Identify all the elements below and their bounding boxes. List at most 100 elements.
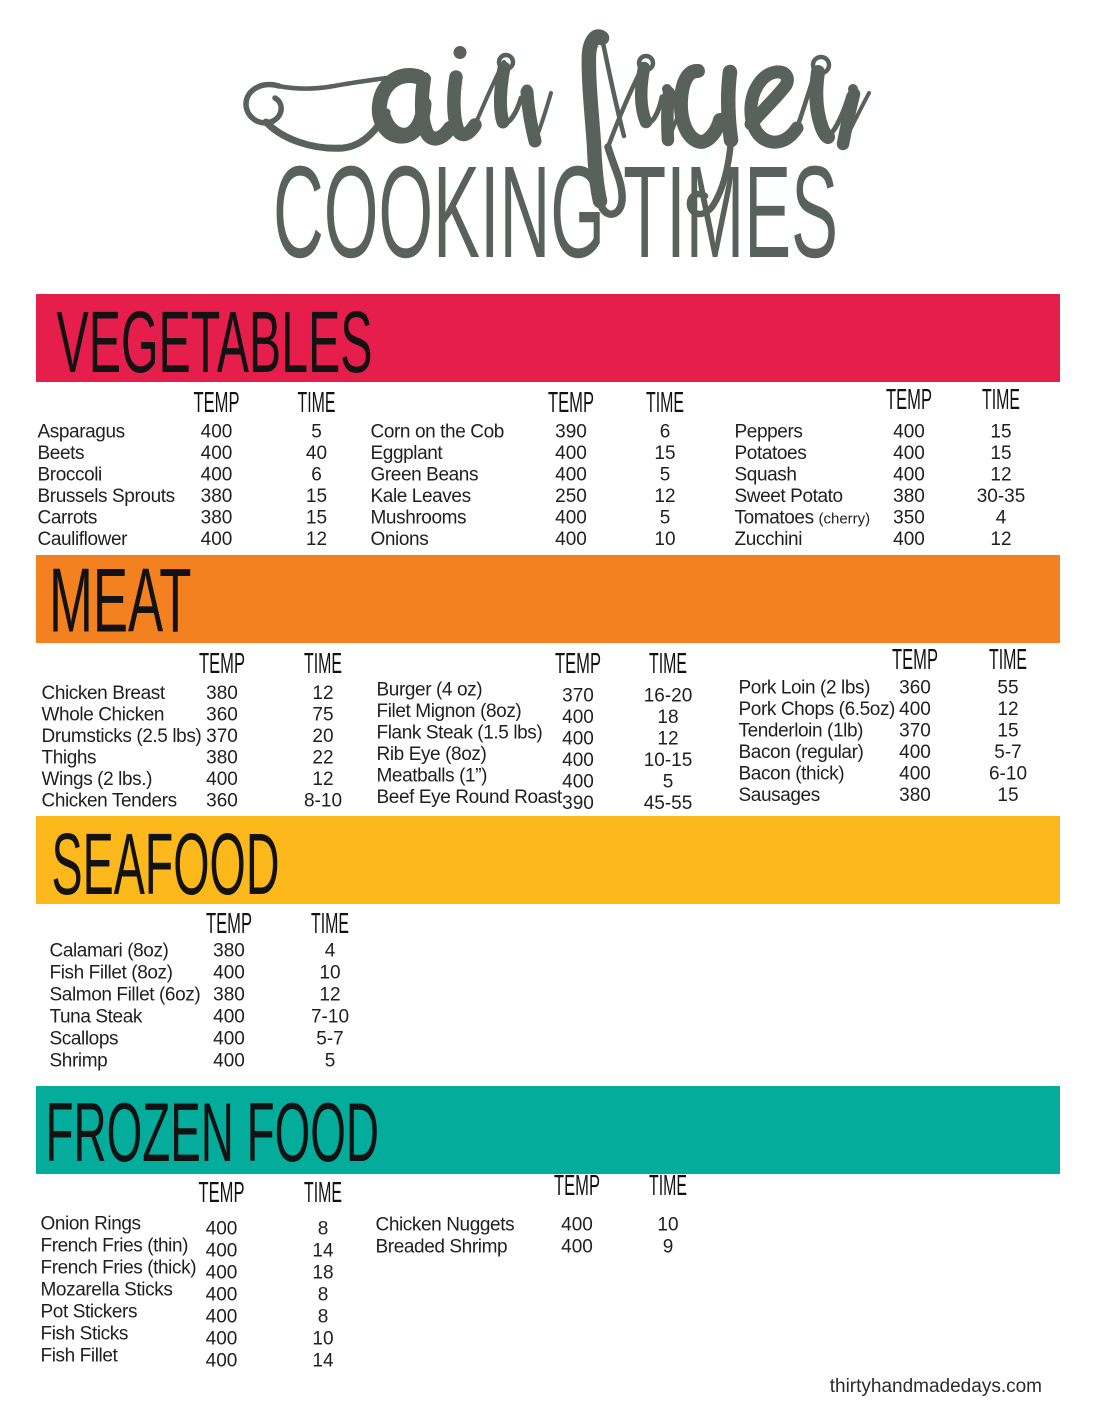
svg-text:14: 14: [312, 1351, 334, 1372]
svg-text:Whole Chicken: Whole Chicken: [42, 705, 165, 726]
svg-text:380: 380: [201, 508, 233, 529]
svg-text:400: 400: [555, 443, 587, 464]
svg-text:12: 12: [312, 683, 333, 704]
svg-text:350: 350: [893, 508, 925, 529]
svg-text:Peppers: Peppers: [735, 422, 803, 443]
svg-text:75: 75: [312, 705, 333, 726]
svg-text:TEMP: TEMP: [199, 648, 245, 680]
svg-text:Bacon (thick): Bacon (thick): [739, 764, 845, 785]
svg-text:380: 380: [893, 486, 925, 507]
svg-text:Pork Chops (6.5oz): Pork Chops (6.5oz): [739, 699, 896, 720]
svg-text:TEMP: TEMP: [199, 1177, 245, 1209]
svg-text:TEMP: TEMP: [892, 644, 938, 676]
svg-text:Onion Rings: Onion Rings: [41, 1214, 141, 1235]
svg-text:5: 5: [311, 422, 322, 443]
svg-text:400: 400: [562, 729, 594, 750]
svg-text:400: 400: [206, 1351, 238, 1372]
svg-text:Mushrooms: Mushrooms: [371, 508, 467, 529]
svg-text:18: 18: [312, 1263, 333, 1284]
svg-text:Salmon Fillet (6oz): Salmon Fillet (6oz): [50, 985, 201, 1006]
svg-text:400: 400: [899, 764, 931, 785]
svg-text:360: 360: [206, 705, 238, 726]
svg-text:(cherry): (cherry): [819, 511, 871, 528]
svg-text:400: 400: [893, 465, 925, 486]
svg-text:30-35: 30-35: [977, 486, 1026, 507]
svg-text:400: 400: [555, 465, 587, 486]
svg-text:400: 400: [206, 1307, 238, 1328]
svg-text:20: 20: [312, 726, 333, 747]
svg-text:TIME: TIME: [304, 648, 342, 680]
svg-text:380: 380: [206, 683, 238, 704]
svg-text:VEGETABLES: VEGETABLES: [57, 293, 373, 391]
svg-text:Eggplant: Eggplant: [371, 443, 444, 464]
svg-text:Wings (2 lbs.): Wings (2 lbs.): [42, 769, 153, 790]
svg-text:6: 6: [660, 422, 671, 443]
svg-text:Kale Leaves: Kale Leaves: [371, 486, 471, 507]
svg-text:40: 40: [306, 443, 327, 464]
svg-text:400: 400: [201, 422, 233, 443]
svg-text:4: 4: [996, 508, 1007, 529]
svg-text:380: 380: [206, 748, 238, 769]
svg-text:Chicken Nuggets: Chicken Nuggets: [376, 1215, 515, 1236]
svg-text:370: 370: [562, 686, 594, 707]
svg-text:Chicken Breast: Chicken Breast: [42, 683, 166, 704]
svg-text:6: 6: [311, 465, 322, 486]
svg-text:5-7: 5-7: [994, 742, 1021, 763]
svg-text:Fish Fillet (8oz): Fish Fillet (8oz): [50, 963, 173, 984]
svg-text:10: 10: [654, 529, 675, 550]
svg-text:10-15: 10-15: [644, 750, 693, 771]
svg-text:15: 15: [997, 721, 1018, 742]
svg-text:5: 5: [663, 772, 674, 793]
svg-text:400: 400: [555, 529, 587, 550]
svg-text:370: 370: [899, 721, 931, 742]
svg-text:12: 12: [990, 465, 1011, 486]
svg-text:Drumsticks (2.5 lbs): Drumsticks (2.5 lbs): [42, 726, 202, 747]
svg-text:Zucchini: Zucchini: [735, 529, 803, 550]
svg-text:TIME: TIME: [304, 1177, 342, 1209]
svg-text:400: 400: [206, 1263, 238, 1284]
svg-text:250: 250: [555, 486, 587, 507]
svg-text:390: 390: [555, 422, 587, 443]
svg-text:22: 22: [312, 748, 333, 769]
svg-text:400: 400: [213, 1007, 245, 1028]
svg-text:400: 400: [206, 1285, 238, 1306]
svg-text:10: 10: [657, 1215, 678, 1236]
svg-text:5: 5: [660, 465, 671, 486]
svg-text:7-10: 7-10: [311, 1007, 349, 1028]
svg-text:6-10: 6-10: [989, 764, 1027, 785]
svg-text:12: 12: [306, 529, 327, 550]
svg-text:400: 400: [206, 769, 238, 790]
svg-text:Rib Eye (8oz): Rib Eye (8oz): [377, 744, 487, 765]
svg-text:400: 400: [561, 1237, 593, 1258]
svg-text:380: 380: [899, 785, 931, 806]
svg-text:Thighs: Thighs: [42, 748, 97, 769]
svg-text:380: 380: [213, 985, 245, 1006]
svg-text:15: 15: [997, 785, 1018, 806]
svg-text:400: 400: [561, 1215, 593, 1236]
svg-text:360: 360: [206, 791, 238, 812]
svg-text:400: 400: [899, 742, 931, 763]
svg-text:370: 370: [206, 726, 238, 747]
svg-text:TEMP: TEMP: [548, 387, 594, 419]
svg-text:12: 12: [657, 729, 678, 750]
svg-text:400: 400: [893, 443, 925, 464]
svg-text:4: 4: [325, 941, 336, 962]
svg-text:400: 400: [893, 422, 925, 443]
svg-text:16-20: 16-20: [644, 686, 693, 707]
svg-text:400: 400: [555, 508, 587, 529]
svg-text:400: 400: [201, 465, 233, 486]
svg-text:45-55: 45-55: [644, 793, 693, 814]
svg-text:14: 14: [312, 1241, 334, 1262]
svg-text:12: 12: [990, 529, 1011, 550]
svg-text:TIME: TIME: [982, 384, 1020, 416]
svg-text:12: 12: [997, 699, 1018, 720]
svg-text:390: 390: [562, 793, 594, 814]
svg-text:Tuna Steak: Tuna Steak: [50, 1007, 143, 1028]
svg-text:Meatballs (1”): Meatballs (1”): [377, 766, 488, 787]
svg-text:Onions: Onions: [371, 529, 429, 550]
svg-text:TIME: TIME: [646, 387, 684, 419]
svg-text:MEAT: MEAT: [49, 550, 192, 652]
svg-text:Bacon (regular): Bacon (regular): [739, 742, 864, 763]
svg-text:15: 15: [654, 443, 675, 464]
svg-text:Carrots: Carrots: [38, 508, 98, 529]
